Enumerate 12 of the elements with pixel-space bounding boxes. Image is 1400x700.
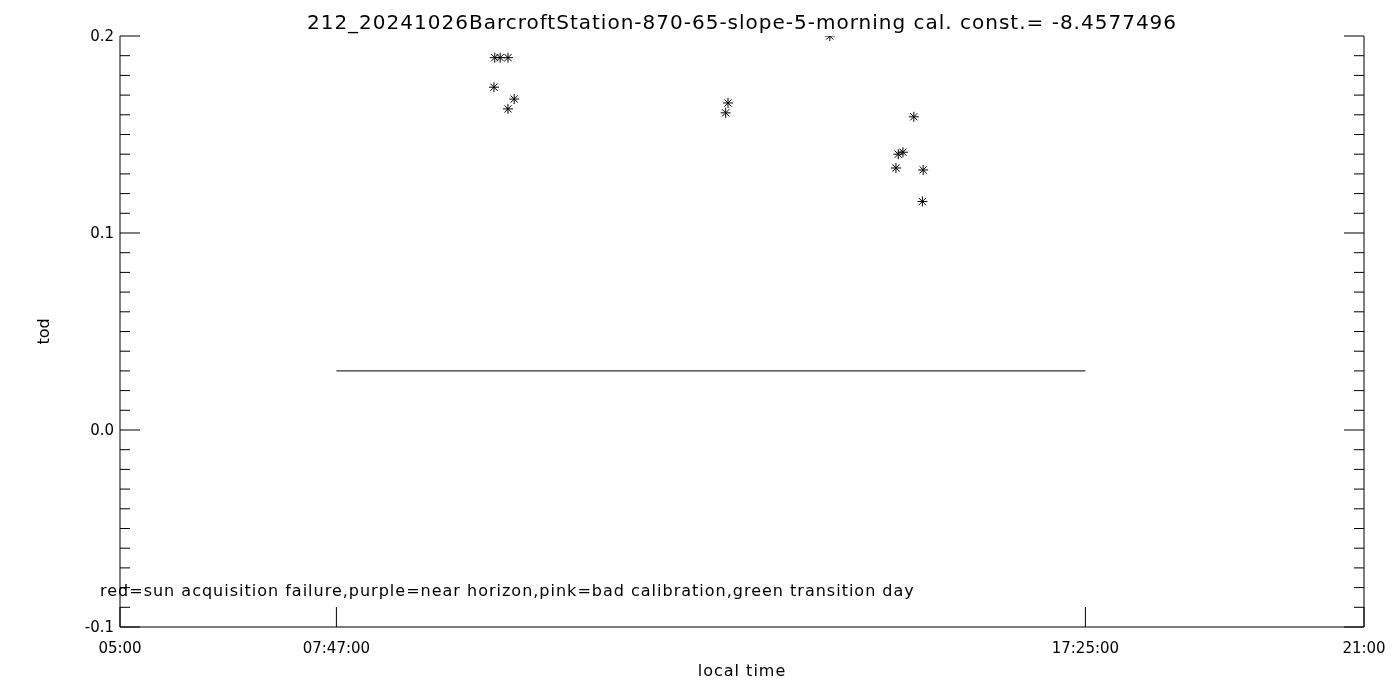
y-axis-title: tod [33, 317, 53, 345]
chart-title: 212_20241026BarcroftStation-870-65-slope-5-morning cal. const.= -8.4577496 [305, 10, 1179, 34]
x-tick-label: 17:25:00 [1051, 639, 1120, 657]
y-tick-label: -0.1 [84, 618, 114, 636]
y-tick-label: 0.0 [90, 421, 114, 439]
x-tick-label: 21:00 [1342, 639, 1386, 657]
x-tick-label: 05:00 [98, 639, 142, 657]
x-axis-title: local time [696, 661, 788, 680]
y-tick-label: 0.1 [90, 224, 114, 242]
y-tick-label: 0.2 [90, 27, 114, 45]
x-tick-label: 07:47:00 [302, 639, 371, 657]
annotation: red=sun acquisition failure,purple=near horizon,pink=bad calibration,green transition day [100, 581, 915, 600]
